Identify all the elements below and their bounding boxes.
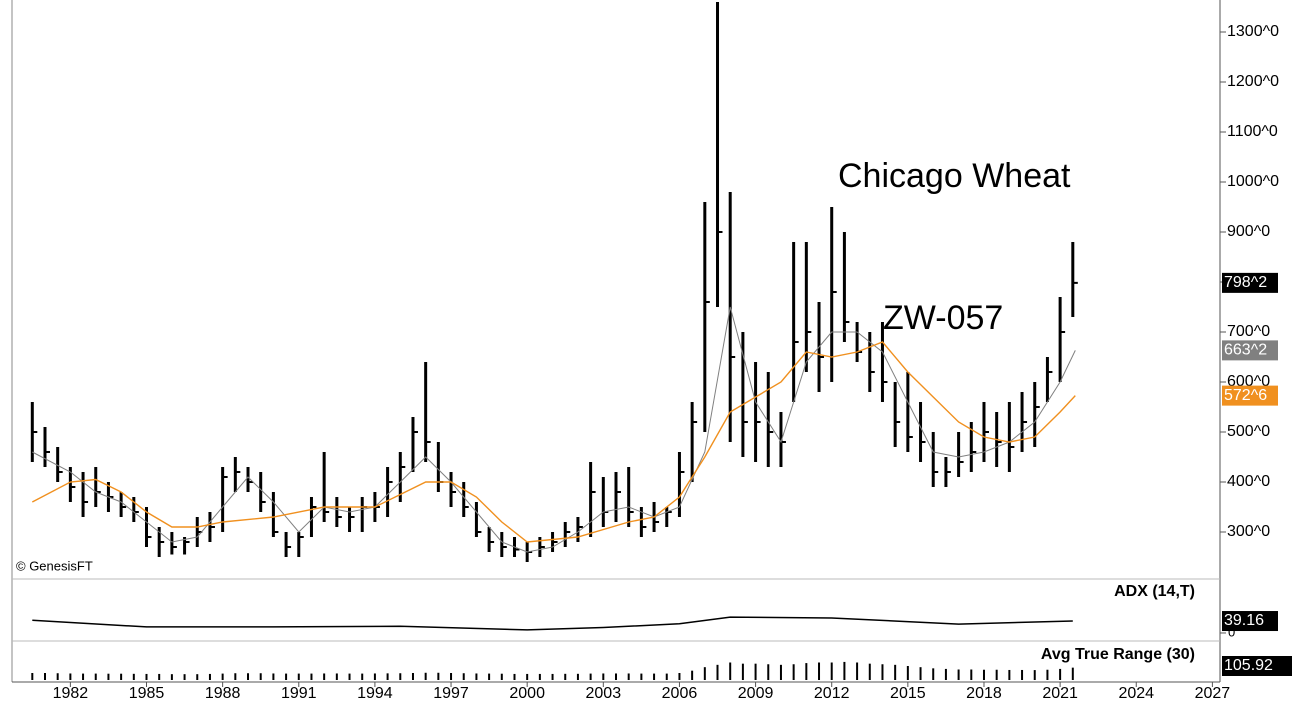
- x-tick-label: 1985: [129, 685, 165, 702]
- adx-tick-label: 0: [1228, 624, 1235, 639]
- last-value-box: [1222, 385, 1278, 406]
- y-tick-label: 500^0: [1227, 423, 1270, 440]
- y-tick-label: 900^0: [1227, 223, 1270, 240]
- x-tick-label: 1997: [433, 685, 469, 702]
- x-tick-label: 2024: [1118, 685, 1154, 702]
- y-tick-label: 1300^0: [1227, 23, 1279, 40]
- adx-line: [32, 616, 1073, 631]
- x-tick-label: 1988: [205, 685, 241, 702]
- adx-label: ADX (14,T): [1114, 583, 1195, 600]
- moving-average: [32, 306, 1076, 553]
- y-tick-label: 1100^0: [1227, 123, 1278, 140]
- last-value-box: [1222, 272, 1278, 293]
- last-value-label: 663^2: [1224, 342, 1267, 359]
- y-tick-label: 300^0: [1227, 523, 1270, 540]
- last-value-label: 798^2: [1224, 274, 1267, 291]
- x-tick-label: 1994: [357, 685, 393, 702]
- x-tick-label: 2000: [509, 685, 545, 702]
- credit: © GenesisFT: [16, 558, 93, 573]
- x-tick-label: 2015: [890, 685, 926, 702]
- last-value-box: [1222, 656, 1292, 676]
- x-tick-label: 2003: [586, 685, 622, 702]
- x-tick-label: 2009: [738, 685, 774, 702]
- y-tick-label: 400^0: [1227, 473, 1270, 490]
- chart-subtitle: ZW-057: [883, 299, 1003, 337]
- x-tick-label: 1991: [281, 685, 317, 702]
- y-tick-label: 1000^0: [1227, 173, 1279, 190]
- x-tick-label: 2021: [1042, 685, 1078, 702]
- x-tick-label: 2012: [814, 685, 850, 702]
- atr-label: Avg True Range (30): [1041, 646, 1195, 663]
- x-tick-label: 2027: [1195, 685, 1231, 702]
- x-tick-label: 1982: [53, 685, 89, 702]
- y-tick-label: 1200^0: [1227, 73, 1279, 90]
- last-value-label: 105.92: [1224, 657, 1273, 674]
- x-tick-label: 2018: [966, 685, 1002, 702]
- moving-average: [31, 341, 1076, 543]
- chart-title: Chicago Wheat: [838, 157, 1071, 195]
- y-tick-label: 700^0: [1227, 323, 1270, 340]
- last-value-label: 572^6: [1224, 387, 1267, 404]
- x-tick-label: 2006: [662, 685, 698, 702]
- last-value-label: 39.16: [1224, 612, 1264, 629]
- last-value-box: [1222, 340, 1278, 361]
- last-value-box: [1222, 611, 1278, 632]
